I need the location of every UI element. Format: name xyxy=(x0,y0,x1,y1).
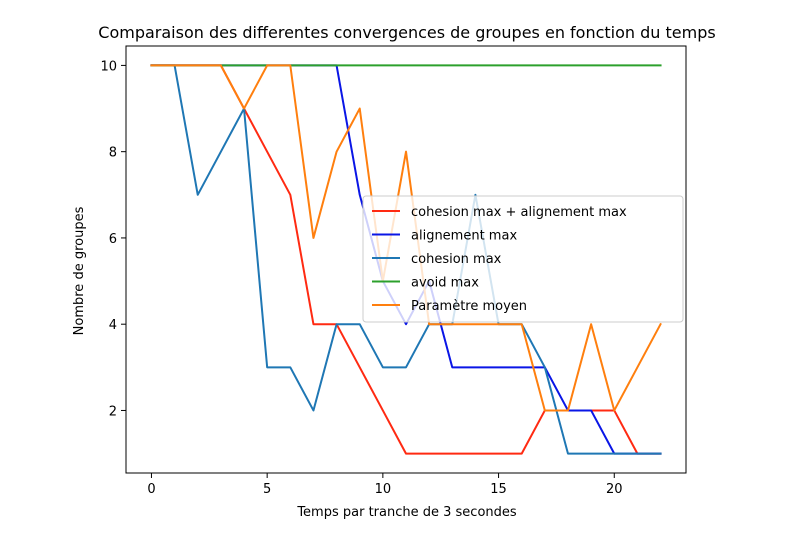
x-tick-label: 10 xyxy=(375,482,392,497)
y-tick-label: 6 xyxy=(109,232,117,247)
series-layer xyxy=(150,64,662,455)
ticks-layer: 0 5 10 15 20 2 4 6 8 10 xyxy=(100,59,622,497)
x-tick-label: 5 xyxy=(263,482,271,497)
x-tick-label: 15 xyxy=(490,482,507,497)
series-line-4 xyxy=(150,64,662,412)
chart-title: Comparaison des differentes convergences… xyxy=(98,23,715,42)
legend-label-4: Paramètre moyen xyxy=(411,299,527,314)
y-tick-label: 10 xyxy=(100,59,117,74)
y-tick-label: 2 xyxy=(109,404,117,419)
series-line-2 xyxy=(150,64,662,455)
y-tick-label: 8 xyxy=(109,146,117,161)
legend-label-3: avoid max xyxy=(411,276,479,291)
x-axis-label: Temps par tranche de 3 secondes xyxy=(296,505,517,520)
legend-box xyxy=(362,195,684,323)
plot-area: 0 5 10 15 20 2 4 6 8 10 xyxy=(100,45,687,497)
x-tick-label: 20 xyxy=(606,482,623,497)
legend-label-1: alignement max xyxy=(411,229,517,244)
legend: cohesion max + alignement max alignement … xyxy=(362,195,684,323)
legend-label-2: cohesion max xyxy=(411,252,502,267)
legend-label-0: cohesion max + alignement max xyxy=(411,205,627,220)
y-axis-label: Nombre de groupes xyxy=(72,206,87,335)
y-tick-label: 4 xyxy=(109,318,117,333)
plot-frame xyxy=(125,45,687,474)
x-tick-label: 0 xyxy=(147,482,155,497)
